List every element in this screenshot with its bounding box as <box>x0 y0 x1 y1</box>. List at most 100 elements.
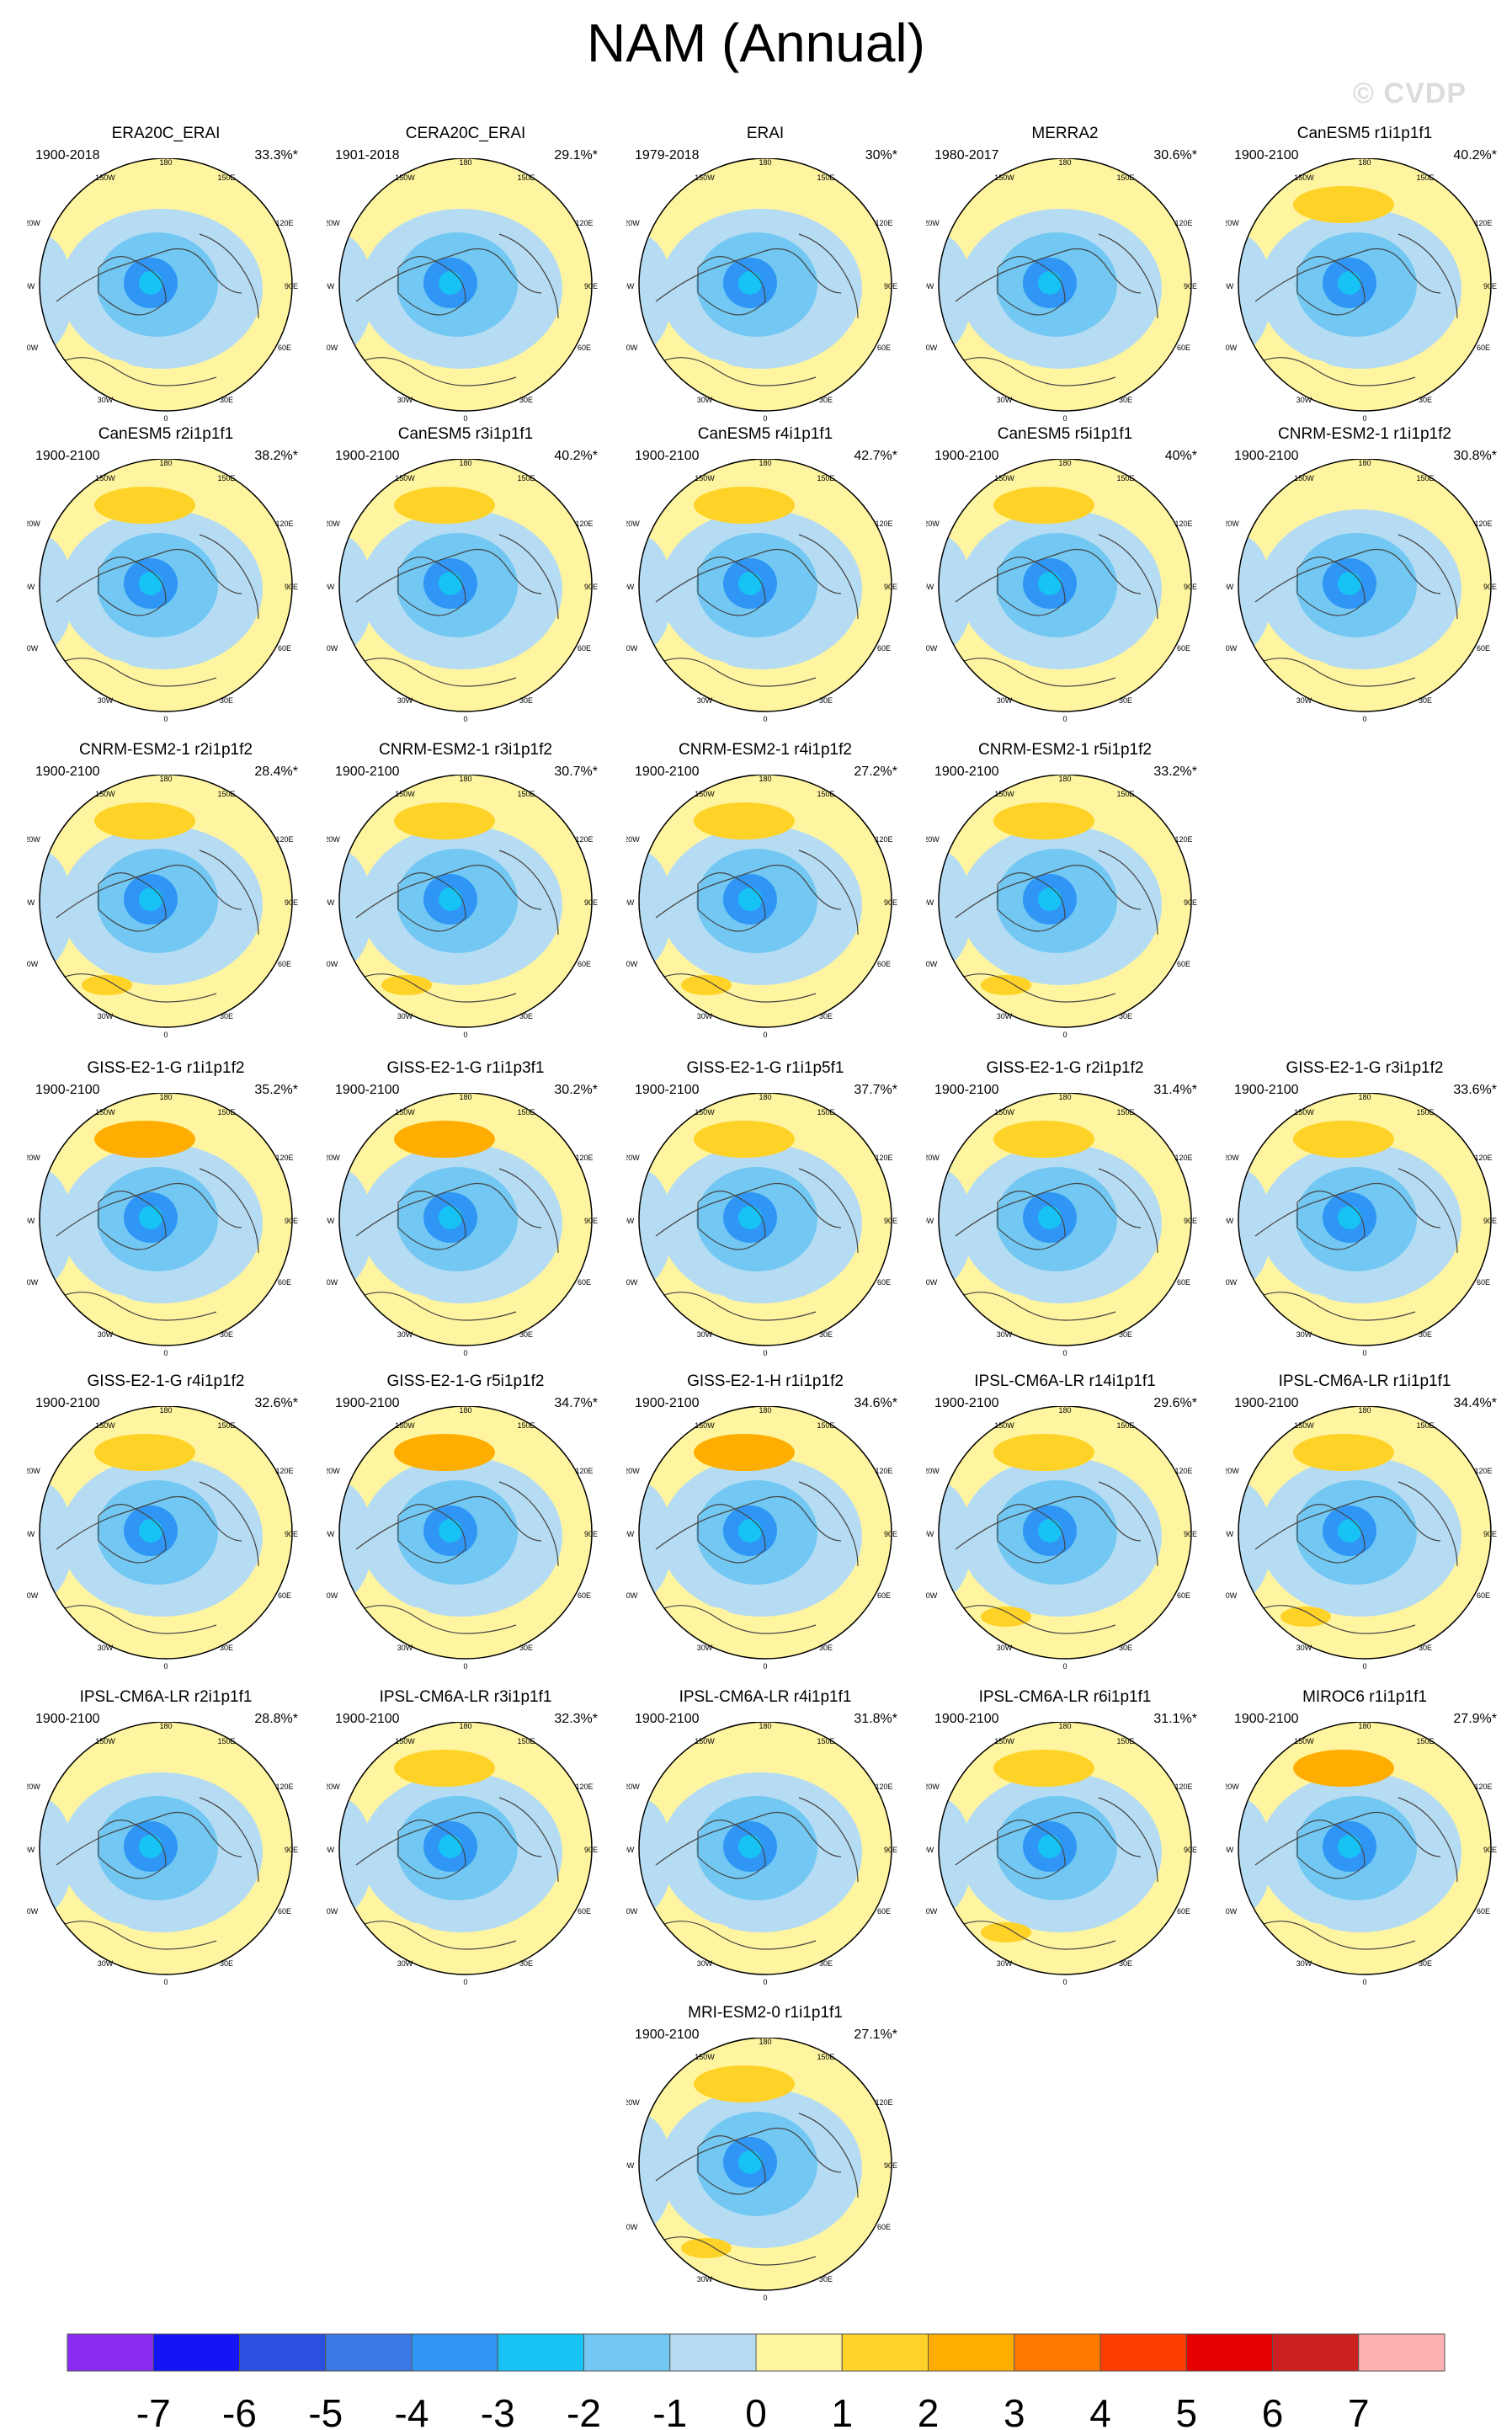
longitude-label: 90W <box>926 1530 934 1538</box>
longitude-label: 0 <box>1362 1978 1366 1986</box>
polar-map: 180 0 150W 150E 120W 120E 90W 90E 60W 60E 30W 30E <box>926 459 1197 723</box>
longitude-label: 90W <box>327 282 335 290</box>
positive-anomaly <box>694 2065 795 2102</box>
longitude-label: 30E <box>220 396 233 404</box>
longitude-label: 90W <box>327 1846 335 1854</box>
longitude-label: 120E <box>1174 835 1192 844</box>
longitude-label: 0 <box>163 414 168 423</box>
longitude-label: 120E <box>575 1467 593 1475</box>
longitude-label: 90W <box>626 2161 635 2170</box>
longitude-label: 120E <box>275 1154 293 1162</box>
coastlines <box>655 2113 859 2266</box>
colorbar-swatch <box>67 2333 154 2372</box>
longitude-label: 30W <box>1296 1959 1312 1968</box>
panel-variance-percent: 40.2%* <box>554 449 598 463</box>
longitude-label: 90W <box>1226 583 1234 591</box>
longitude-label: 90E <box>1184 1530 1197 1538</box>
longitude-label: 60E <box>278 644 291 653</box>
longitude-label: 60W <box>926 344 938 352</box>
panel-period: 1900-2100 <box>35 1396 100 1410</box>
longitude-label: 60E <box>278 960 291 968</box>
coastlines <box>655 534 859 687</box>
longitude-label: 150E <box>217 173 235 182</box>
panel-title: IPSL-CM6A-LR r3i1p1f1 <box>379 1688 552 1706</box>
panel-title: IPSL-CM6A-LR r2i1p1f1 <box>79 1688 253 1706</box>
panel-period: 1900-2100 <box>335 765 400 779</box>
longitude-label: 30E <box>220 1330 233 1339</box>
longitude-label: 150E <box>817 2053 834 2061</box>
coastlines <box>355 1481 559 1634</box>
longitude-label: 150E <box>1116 1737 1134 1745</box>
longitude-label: 30W <box>997 1644 1013 1652</box>
panel-period: 1900-2100 <box>635 765 700 779</box>
longitude-label: 0 <box>1062 715 1067 723</box>
longitude-label: 30E <box>1119 1012 1132 1020</box>
panel-variance-percent: 32.6%* <box>254 1396 298 1410</box>
longitude-label: 30W <box>397 1644 413 1652</box>
longitude-label: 30W <box>98 396 114 404</box>
longitude-label: 0 <box>463 1978 467 1986</box>
longitude-label: 30E <box>819 1330 833 1339</box>
longitude-label: 30W <box>397 696 413 705</box>
atlantic-anomaly <box>1280 1607 1331 1627</box>
colorbar-label: -4 <box>395 2391 429 2430</box>
colorbar-swatch <box>1185 2333 1273 2372</box>
map-border <box>338 775 593 1028</box>
longitude-label: 120W <box>626 1783 640 1791</box>
longitude-label: 120E <box>575 520 593 528</box>
colorbar-swatch <box>411 2333 498 2372</box>
map-border <box>39 459 293 712</box>
longitude-label: 120E <box>1474 520 1492 528</box>
panel-variance-percent: 37.7%* <box>854 1083 897 1097</box>
colorbar-swatch <box>928 2333 1015 2372</box>
longitude-label: 60W <box>626 1278 638 1287</box>
longitude-label: 0 <box>1362 1349 1366 1357</box>
longitude-label: 120W <box>626 1467 640 1475</box>
longitude-label: 60W <box>27 1907 39 1916</box>
colorbar-label: 4 <box>1089 2391 1111 2430</box>
longitude-label: 0 <box>1062 1031 1067 1039</box>
panel-variance-percent: 33.6%* <box>1453 1083 1497 1097</box>
map-border <box>638 459 892 712</box>
longitude-label: 150W <box>695 173 715 182</box>
panel-title: IPSL-CM6A-LR r6i1p1f1 <box>978 1688 1152 1706</box>
longitude-label: 0 <box>463 414 467 423</box>
longitude-label: 30E <box>1419 1959 1432 1968</box>
map-panel: CanESM5 r4i1p1f1 1900-2100 42.7%* 180 0 150W 1… <box>626 425 904 724</box>
longitude-label: 150W <box>95 173 115 182</box>
polar-map: 180 0 150W 150E 120W 120E 90W 90E 60W 60E 30W 30E <box>27 459 298 723</box>
coastlines <box>655 1168 859 1321</box>
longitude-label: 150W <box>95 1737 115 1745</box>
longitude-label: 150E <box>817 1421 834 1430</box>
longitude-label: 150E <box>1116 1421 1134 1430</box>
panel-variance-percent: 34.6%* <box>854 1396 897 1410</box>
colorbar-swatch <box>583 2333 671 2372</box>
longitude-label: 60W <box>327 960 338 968</box>
coastlines <box>955 1797 1158 1950</box>
longitude-label: 90E <box>1184 1846 1197 1854</box>
longitude-label: 30E <box>220 1959 233 1968</box>
longitude-label: 150E <box>1116 1108 1134 1116</box>
longitude-label: 30E <box>1419 1644 1432 1652</box>
longitude-label: 90E <box>584 1530 598 1538</box>
longitude-label: 90E <box>285 583 298 591</box>
longitude-label: 150E <box>517 173 535 182</box>
panel-period: 1900-2100 <box>1234 1083 1299 1097</box>
map-border <box>1238 459 1492 712</box>
panel-period: 1900-2100 <box>35 1712 100 1726</box>
positive-anomaly <box>993 487 1094 524</box>
panel-title: CNRM-ESM2-1 r1i1p1f2 <box>1278 425 1451 443</box>
longitude-label: 60W <box>626 644 638 653</box>
colorbar-label: -2 <box>567 2391 601 2430</box>
longitude-label: 90E <box>584 1217 598 1225</box>
atlantic-anomaly <box>981 359 1031 379</box>
longitude-label: 30E <box>519 1330 533 1339</box>
atlantic-anomaly <box>681 659 732 679</box>
longitude-label: 60W <box>27 1278 39 1287</box>
longitude-label: 180 <box>1058 1093 1071 1101</box>
panel-period: 1900-2100 <box>635 1083 700 1097</box>
longitude-label: 60W <box>27 1591 39 1600</box>
positive-anomaly <box>394 1750 495 1787</box>
longitude-label: 120E <box>575 1154 593 1162</box>
longitude-label: 180 <box>159 1406 172 1415</box>
